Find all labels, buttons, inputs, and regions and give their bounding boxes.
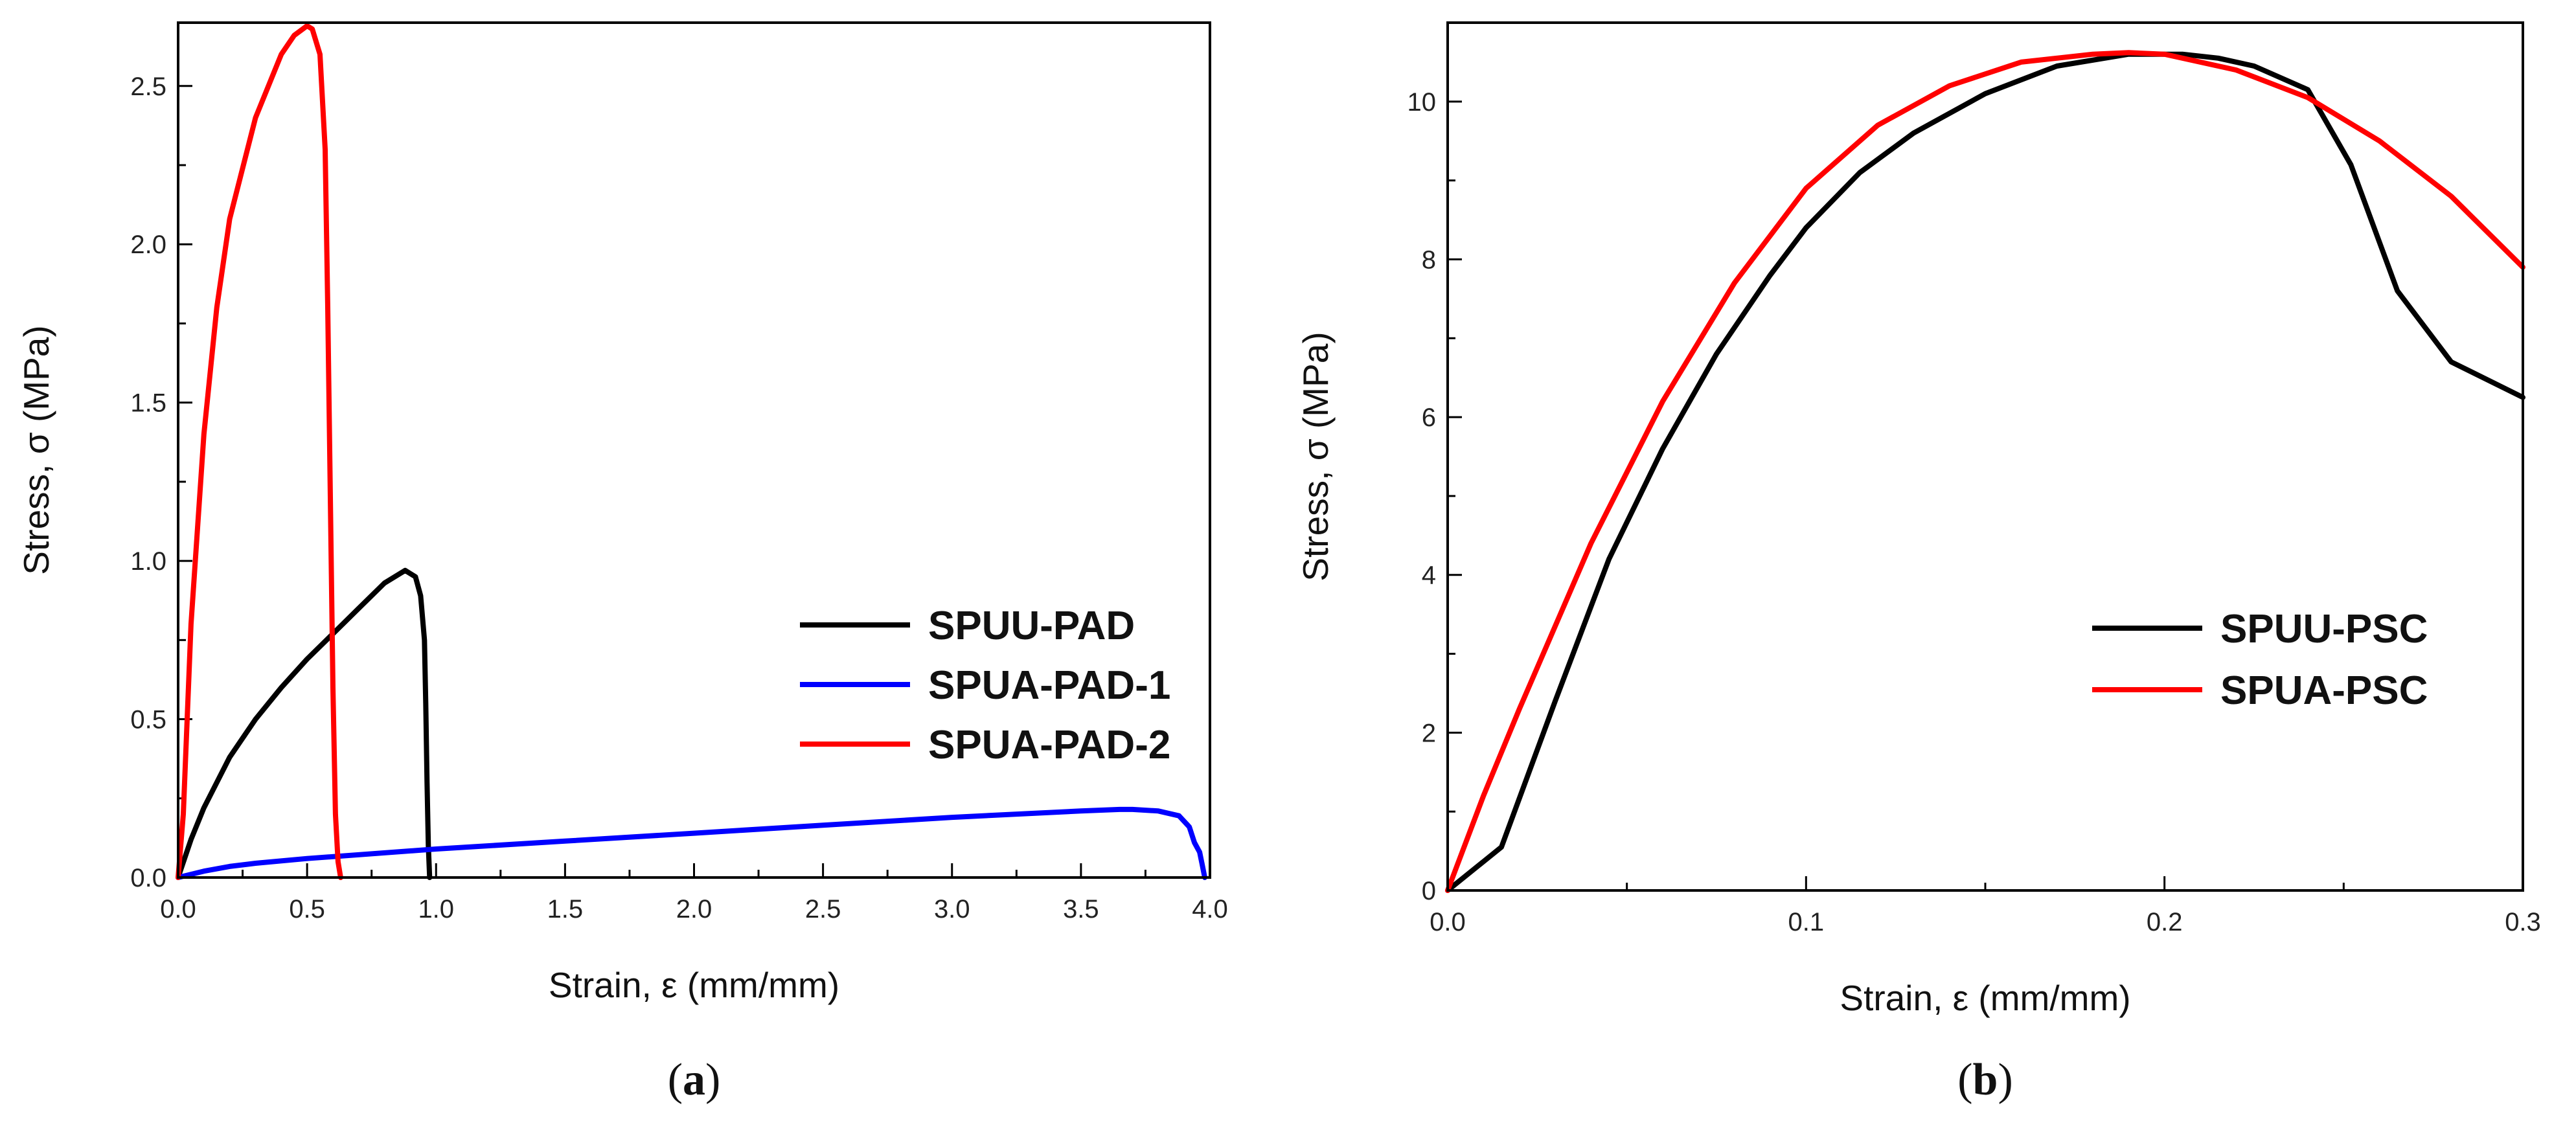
legend-label: SPUA-PAD-1 <box>928 663 1170 708</box>
chart-panel-a: 0.0 0.5 1.0 1.5 2.0 2.5 3.0 3.5 4.0 0.0 0.5 1.0 1.5 2… <box>16 21 1228 1105</box>
x-tick-label: 1.5 <box>547 895 584 923</box>
y-tick-label: 2.0 <box>130 231 166 259</box>
x-tick-label: 2.0 <box>676 895 712 923</box>
panel-b-caption-close: ) <box>1998 1055 2012 1105</box>
y-tick-label: 0 <box>1422 877 1436 905</box>
panel-a-caption-letter: a <box>683 1055 705 1105</box>
x-tick-label: 2.5 <box>805 895 841 923</box>
panel-a-tick-labels: 0.0 0.5 1.0 1.5 2.0 2.5 3.0 3.5 4.0 0.0 0.5 1.0 1.5 2… <box>130 73 1227 923</box>
panel-b-y-axis-title: Stress, σ (MPa) <box>1295 332 1336 581</box>
panel-a-series <box>176 23 1207 880</box>
panel-b-x-axis-title: Strain, ε (mm/mm) <box>1840 978 2130 1018</box>
panel-b-tick-labels: 0.0 0.1 0.2 0.3 0 2 4 6 8 10 <box>1408 88 2541 936</box>
x-tick-label: 0.2 <box>2147 908 2183 936</box>
panel-b-ticks <box>1446 100 2524 892</box>
chart-panel-b: 0.0 0.1 0.2 0.3 0 2 4 6 8 10 Strain, ε (mm/mm) St… <box>1295 21 2541 1105</box>
series-line-spua-pad-2 <box>176 23 343 880</box>
x-tick-label: 0.0 <box>160 895 196 923</box>
x-tick-label: 0.3 <box>2505 908 2541 936</box>
legend-label: SPUU-PSC <box>2220 607 2428 651</box>
x-tick-label: 3.5 <box>1063 895 1099 923</box>
y-tick-label: 8 <box>1422 245 1436 274</box>
panel-a-caption: (a) <box>668 1055 721 1105</box>
panel-a-y-axis-title: Stress, σ (MPa) <box>16 325 56 574</box>
x-tick-label: 0.5 <box>289 895 325 923</box>
panel-a-caption-close: ) <box>705 1055 720 1105</box>
x-tick-label: 1.0 <box>418 895 454 923</box>
panel-b-caption: (b) <box>1957 1055 2013 1105</box>
legend-label: SPUU-PAD <box>928 604 1135 648</box>
panel-b-legend: SPUU-PSC SPUA-PSC <box>2092 607 2428 713</box>
panel-b-caption-open: ( <box>1957 1055 1972 1105</box>
y-tick-label: 1.5 <box>130 389 166 418</box>
y-tick-label: 0.0 <box>130 864 166 892</box>
panel-a-plot-frame <box>177 21 1211 879</box>
panel-b-plot-frame <box>1446 21 2524 892</box>
panel-a-caption-open: ( <box>668 1055 683 1105</box>
y-tick-label: 2.5 <box>130 73 166 101</box>
panel-b-caption-letter: b <box>1973 1055 1998 1105</box>
x-tick-label: 0.1 <box>1788 908 1825 936</box>
x-tick-label: 0.0 <box>1430 908 1466 936</box>
y-tick-label: 4 <box>1422 561 1436 590</box>
series-line-spua-psc <box>1445 50 2525 893</box>
x-tick-label: 3.0 <box>934 895 970 923</box>
y-tick-label: 10 <box>1408 88 1437 117</box>
legend-label: SPUA-PAD-2 <box>928 723 1170 767</box>
series-line-spuu-psc <box>1445 51 2525 893</box>
x-tick-label: 4.0 <box>1192 895 1228 923</box>
panel-b-series <box>1445 50 2525 893</box>
panel-a-x-axis-title: Strain, ε (mm/mm) <box>549 965 839 1005</box>
series-line-spua-pad-1 <box>176 806 1207 880</box>
series-line-spuu-pad <box>176 567 433 880</box>
y-tick-label: 2 <box>1422 719 1436 747</box>
y-tick-label: 6 <box>1422 403 1436 432</box>
legend-label: SPUA-PSC <box>2220 668 2428 713</box>
panel-a-legend: SPUU-PAD SPUA-PAD-1 SPUA-PAD-2 <box>800 604 1170 767</box>
y-tick-label: 1.0 <box>130 547 166 576</box>
y-tick-label: 0.5 <box>130 706 166 734</box>
